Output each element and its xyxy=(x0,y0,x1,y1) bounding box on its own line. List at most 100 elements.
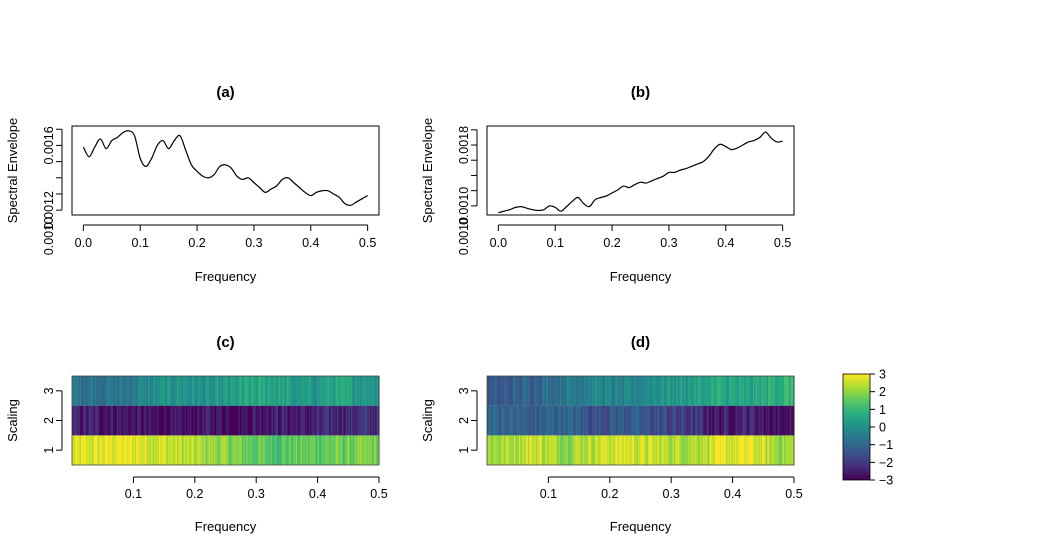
heatmap-cell xyxy=(371,405,374,436)
heatmap-cell xyxy=(189,376,192,406)
heatmap-cell xyxy=(161,376,164,406)
heatmap-cell xyxy=(710,405,713,436)
heatmap-cell xyxy=(641,405,644,436)
heatmap-cell xyxy=(769,435,772,465)
heatmap-cell xyxy=(584,435,587,465)
heatmap-cell xyxy=(672,376,675,406)
heatmap-cell xyxy=(89,376,92,406)
heatmap-cell xyxy=(664,405,667,436)
heatmap-cell xyxy=(141,435,143,465)
heatmap-cell xyxy=(205,435,207,465)
heatmap-cell xyxy=(579,376,581,406)
heatmap-cell xyxy=(295,435,298,465)
heatmap-cell xyxy=(722,435,725,465)
heatmap-cell xyxy=(106,376,109,406)
heatmap-cell xyxy=(260,376,262,406)
heatmap-cell xyxy=(316,376,319,406)
heatmap-cell xyxy=(318,376,321,406)
heatmap-cell xyxy=(376,405,379,436)
heatmap-cell xyxy=(362,435,365,465)
heatmap-cell xyxy=(261,405,264,436)
heatmap-cell xyxy=(613,435,616,465)
heatmap-cell xyxy=(233,405,236,436)
heatmap-cell xyxy=(580,405,583,436)
heatmap-cell xyxy=(376,376,379,406)
x-tick-label: 0.5 xyxy=(774,236,791,250)
heatmap-cell xyxy=(550,435,553,465)
heatmap-cell xyxy=(723,376,726,406)
heatmap-cell xyxy=(121,405,124,436)
heatmap-cell xyxy=(148,376,151,406)
heatmap-cell xyxy=(92,376,95,406)
heatmap-cell xyxy=(226,405,229,436)
heatmap-cell xyxy=(620,405,622,436)
heatmap-cell xyxy=(123,376,126,406)
heatmap-cell xyxy=(275,435,278,465)
colorbar-tick-label: −2 xyxy=(879,456,893,470)
heatmap-cell xyxy=(708,405,711,436)
heatmap-cell xyxy=(675,405,677,436)
heatmap-cell xyxy=(231,405,234,436)
heatmap-cell xyxy=(164,435,166,465)
heatmap-cell xyxy=(130,376,133,406)
heatmap-cell xyxy=(506,435,509,465)
heatmap-cell xyxy=(334,435,337,465)
heatmap-cell xyxy=(498,435,501,465)
heatmap-cell xyxy=(119,405,122,436)
heatmap-cell xyxy=(115,435,118,465)
heatmap-cell xyxy=(112,405,115,436)
heatmap-cell xyxy=(215,435,218,465)
heatmap-cell xyxy=(110,376,113,406)
heatmap-cell xyxy=(321,435,324,465)
heatmap-cell xyxy=(137,435,140,465)
heatmap-cell xyxy=(83,405,86,436)
heatmap-cell xyxy=(230,405,233,436)
heatmap-cell xyxy=(552,405,555,436)
heatmap-cell xyxy=(283,376,285,406)
heatmap-cell xyxy=(567,376,570,406)
heatmap-cell xyxy=(618,435,621,465)
heatmap-cell xyxy=(82,405,85,436)
heatmap-cell xyxy=(143,405,146,436)
heatmap-cell xyxy=(539,376,542,406)
heatmap-cell xyxy=(612,405,615,436)
heatmap-cell xyxy=(80,405,83,436)
heatmap-cell xyxy=(655,405,658,436)
heatmap-cell xyxy=(735,376,738,406)
heatmap-cell xyxy=(189,405,192,436)
heatmap-cell xyxy=(733,376,736,406)
heatmap-cell xyxy=(677,376,680,406)
heatmap-cell xyxy=(101,376,104,406)
heatmap-cell xyxy=(331,435,334,465)
heatmap-cell xyxy=(167,435,170,465)
panel-title: (d) xyxy=(631,334,650,351)
heatmap-cell xyxy=(324,435,326,465)
heatmap-cell xyxy=(128,376,131,406)
heatmap-cell xyxy=(258,405,261,436)
heatmap-cell xyxy=(723,405,726,436)
heatmap-cell xyxy=(787,435,790,465)
heatmap-cell xyxy=(600,376,603,406)
heatmap-cell xyxy=(137,405,140,436)
heatmap-cell xyxy=(86,376,88,406)
heatmap-cell xyxy=(211,376,214,406)
heatmap-cell xyxy=(208,376,211,406)
heatmap-cell xyxy=(87,376,90,406)
heatmap-cell xyxy=(72,376,74,406)
heatmap-cell xyxy=(251,435,253,465)
heatmap-cell xyxy=(740,435,743,465)
heatmap-cell xyxy=(98,376,101,406)
heatmap-cell xyxy=(311,435,314,465)
heatmap-cell xyxy=(571,405,574,436)
y-tick-label: 0.0016 xyxy=(42,126,56,164)
heatmap-cell xyxy=(132,405,134,436)
heatmap-cell xyxy=(678,435,681,465)
heatmap-cell xyxy=(494,435,497,465)
heatmap-cell xyxy=(687,435,690,465)
heatmap-cell xyxy=(676,405,679,436)
heatmap-cell xyxy=(160,376,163,406)
heatmap-cell xyxy=(93,405,96,436)
heatmap-cell xyxy=(152,376,155,406)
y-tick-label: 2 xyxy=(457,417,471,424)
heatmap-cell xyxy=(118,435,120,465)
